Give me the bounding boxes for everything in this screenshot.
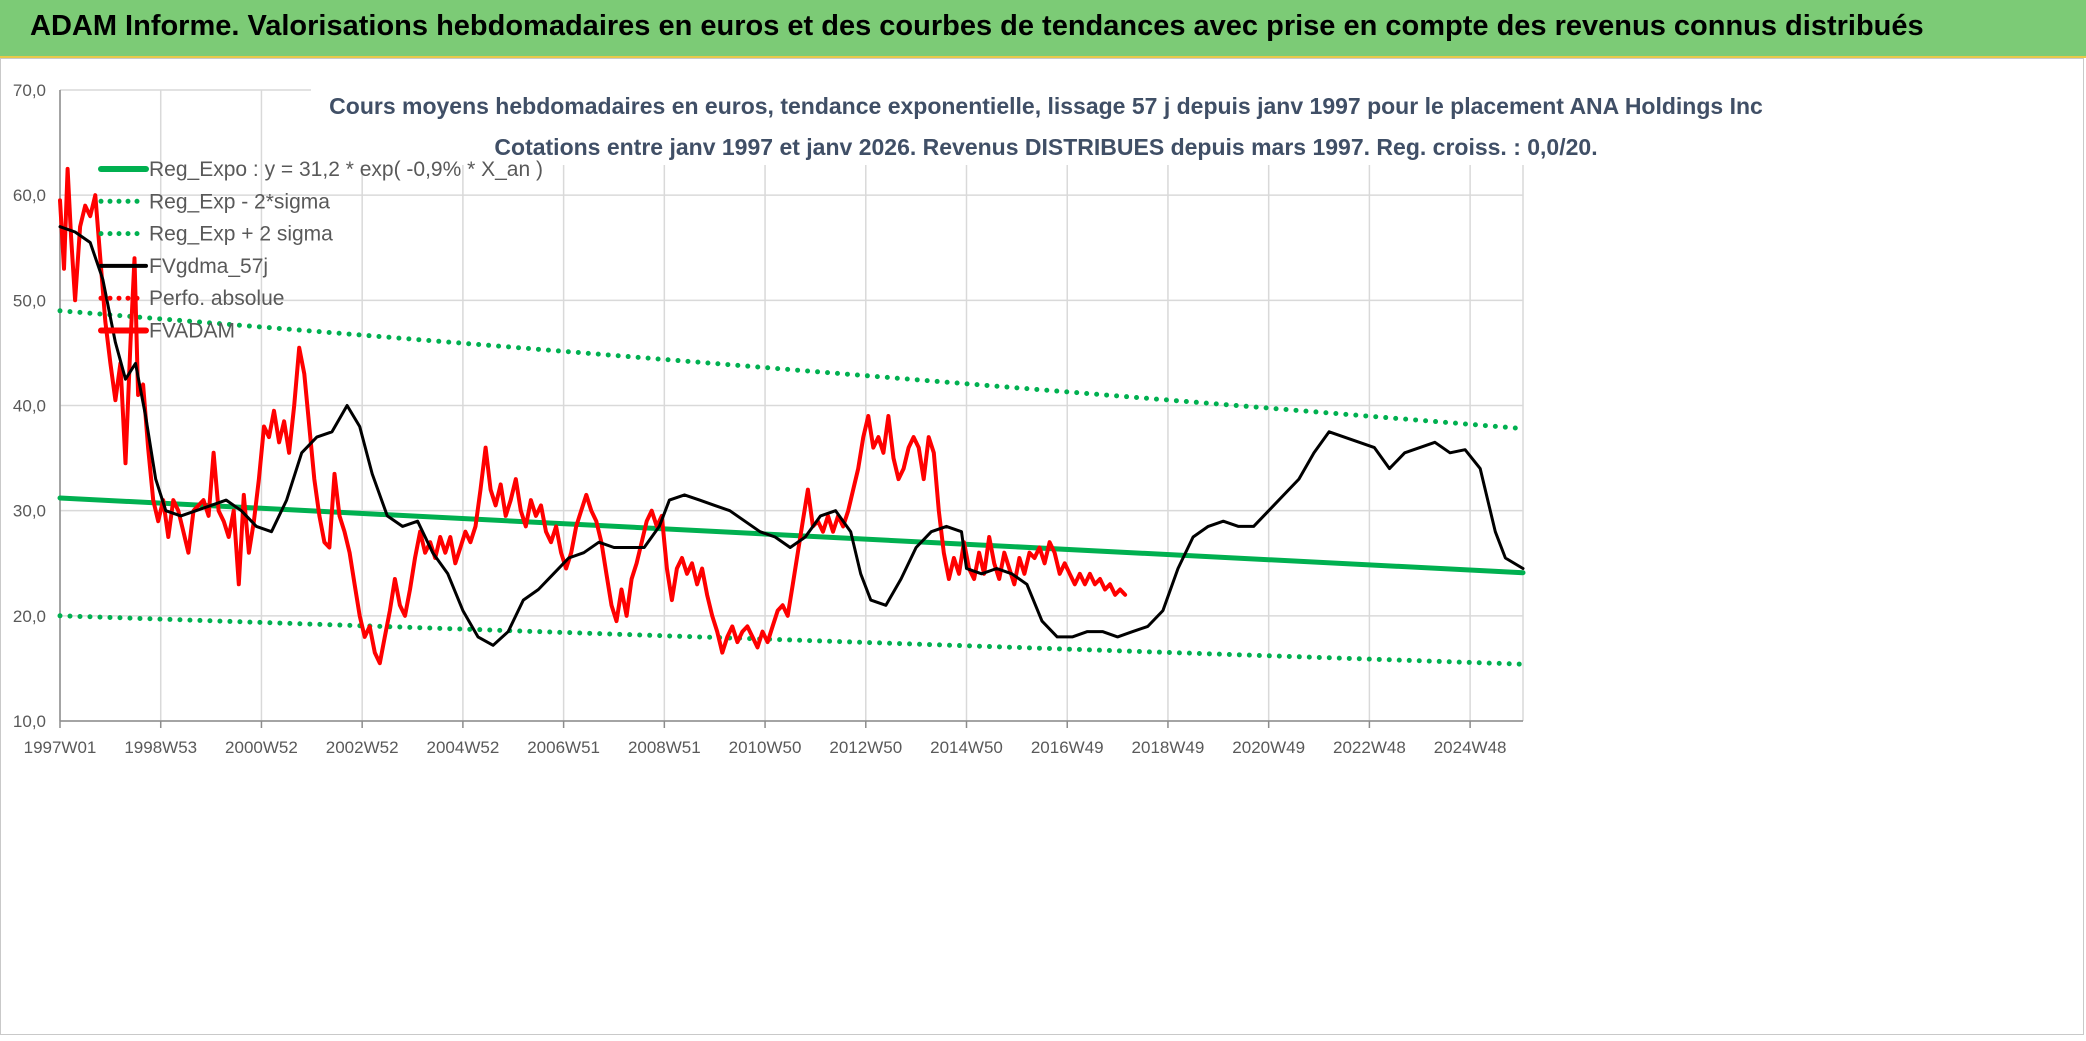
chart-subtitle: Cotations entre janv 1997 et janv 2026. …: [494, 134, 1597, 160]
x-tick-label: 2008W51: [628, 738, 701, 757]
legend-label: Perfo. absolue: [149, 287, 284, 310]
x-tick-label: 2024W48: [1434, 738, 1507, 757]
legend-label: FVADAM: [149, 320, 235, 343]
legend-label: Reg_Expo : y = 31,2 * exp( -0,9% * X_an …: [149, 158, 543, 181]
y-tick-label: 60,0: [13, 186, 46, 205]
series-line-reg-expo-y-31-2-exp-0-9-x-an: [57, 495, 1526, 576]
report-banner: ADAM Informe. Valorisations hebdomadaire…: [0, 0, 2086, 58]
y-axis: 70,0 60,0 50,0 40,0 30,0 20,0 10,0: [13, 81, 46, 731]
x-tick-label: 2016W49: [1031, 738, 1104, 757]
y-tick-label: 50,0: [13, 291, 46, 310]
title-background: [311, 85, 1781, 165]
x-tick-label: 2010W50: [729, 738, 802, 757]
series-line-reg-exp-2-sigma: [57, 308, 1526, 432]
x-tick-label: 2000W52: [225, 738, 298, 757]
chart-title: Cours moyens hebdomadaires en euros, ten…: [329, 93, 1763, 119]
x-tick-label: 1998W53: [124, 738, 197, 757]
x-tick-label: 2006W51: [527, 738, 600, 757]
chart-frame: 70,0 60,0 50,0 40,0 30,0 20,0 10,0 1997W01 1998…: [0, 58, 2084, 1035]
y-tick-label: 30,0: [13, 502, 46, 521]
legend-label: Reg_Exp - 2*sigma: [149, 190, 330, 213]
series-layer: [57, 166, 1526, 667]
grid-layer: [59, 89, 1524, 728]
legend-label: Reg_Exp + 2 sigma: [149, 223, 333, 246]
chart: 70,0 60,0 50,0 40,0 30,0 20,0 10,0 1997W01 1998…: [13, 81, 1781, 757]
report-title: ADAM Informe. Valorisations hebdomadaire…: [30, 10, 1924, 42]
x-tick-label: 2012W50: [829, 738, 902, 757]
y-tick-label: 10,0: [13, 712, 46, 731]
x-tick-label: 1997W01: [24, 738, 97, 757]
y-tick-label: 70,0: [13, 81, 46, 100]
y-tick-label: 40,0: [13, 397, 46, 416]
series-line-fvadam: [58, 166, 1128, 666]
x-tick-label: 2002W52: [326, 738, 399, 757]
y-tick-label: 20,0: [13, 607, 46, 626]
legend: Reg_Expo : y = 31,2 * exp( -0,9% * X_an …: [98, 158, 543, 343]
series-line-reg-exp-2-sigma: [57, 613, 1526, 667]
x-axis: 1997W01 1998W53 2000W52 2002W52 2004W52 2006W…: [24, 738, 1507, 757]
series-line-fvgdma-57j: [58, 225, 1525, 647]
x-tick-label: 2020W49: [1232, 738, 1305, 757]
x-tick-label: 2004W52: [427, 738, 500, 757]
x-tick-label: 2022W48: [1333, 738, 1406, 757]
legend-label: FVgdma_57j: [149, 255, 268, 278]
x-tick-label: 2014W50: [930, 738, 1003, 757]
x-tick-label: 2018W49: [1132, 738, 1205, 757]
